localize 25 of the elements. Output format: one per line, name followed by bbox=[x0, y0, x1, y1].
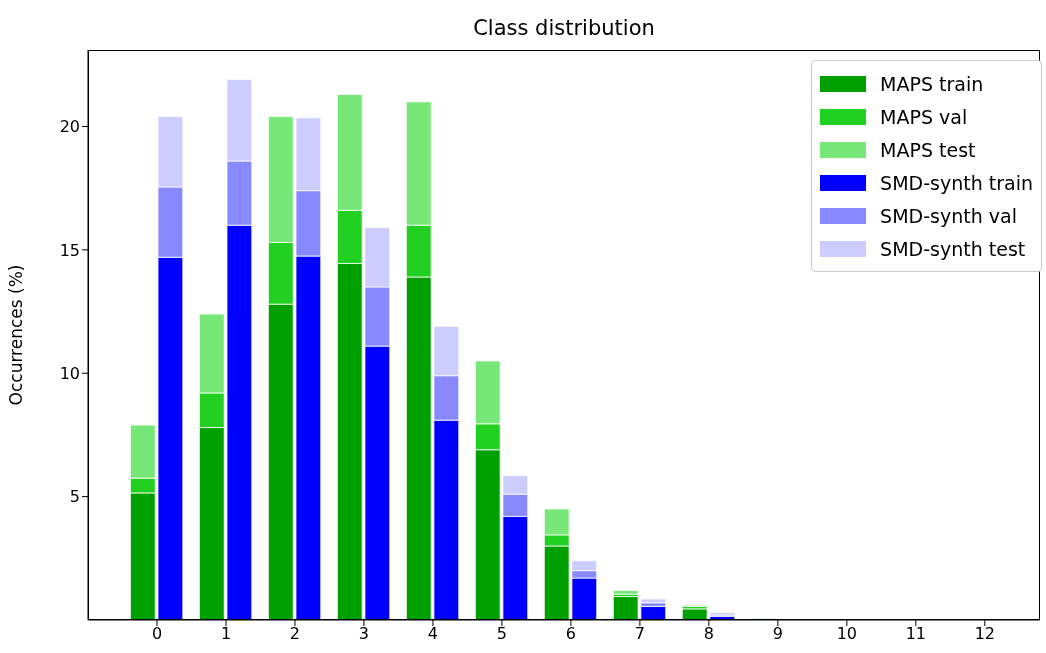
x-tick-label: 2 bbox=[289, 624, 301, 644]
y-axis-title: Occurrences (%) bbox=[6, 264, 27, 406]
x-tick-label: 6 bbox=[565, 624, 576, 644]
x-tick-label: 12 bbox=[974, 624, 995, 644]
legend-label: SMD-synth test bbox=[880, 237, 1026, 260]
x-tick-label: 4 bbox=[427, 624, 439, 644]
x-tick-label: 7 bbox=[634, 624, 645, 644]
legend-label: SMD-synth train bbox=[880, 171, 1033, 194]
y-tick-label: 20 bbox=[59, 117, 80, 137]
x-tick-label: 11 bbox=[905, 624, 927, 644]
legend-label: MAPS val bbox=[880, 105, 968, 128]
y-tick-label: 5 bbox=[69, 487, 80, 507]
x-tick-label: 10 bbox=[836, 624, 858, 644]
x-tick-label: 5 bbox=[496, 624, 508, 644]
x-tick-label: 0 bbox=[151, 624, 163, 644]
legend-label: SMD-synth val bbox=[880, 204, 1017, 227]
y-tick-label: 10 bbox=[59, 363, 80, 383]
chart-title: Class distribution bbox=[472, 16, 656, 40]
legend-label: MAPS train bbox=[880, 72, 984, 95]
legend-label: MAPS test bbox=[880, 138, 976, 161]
x-tick-label: 9 bbox=[772, 624, 783, 644]
x-tick-label: 3 bbox=[358, 624, 370, 644]
x-tick-label: 8 bbox=[703, 624, 714, 644]
x-tick-label: 1 bbox=[220, 624, 232, 644]
y-tick-label: 15 bbox=[59, 240, 80, 260]
